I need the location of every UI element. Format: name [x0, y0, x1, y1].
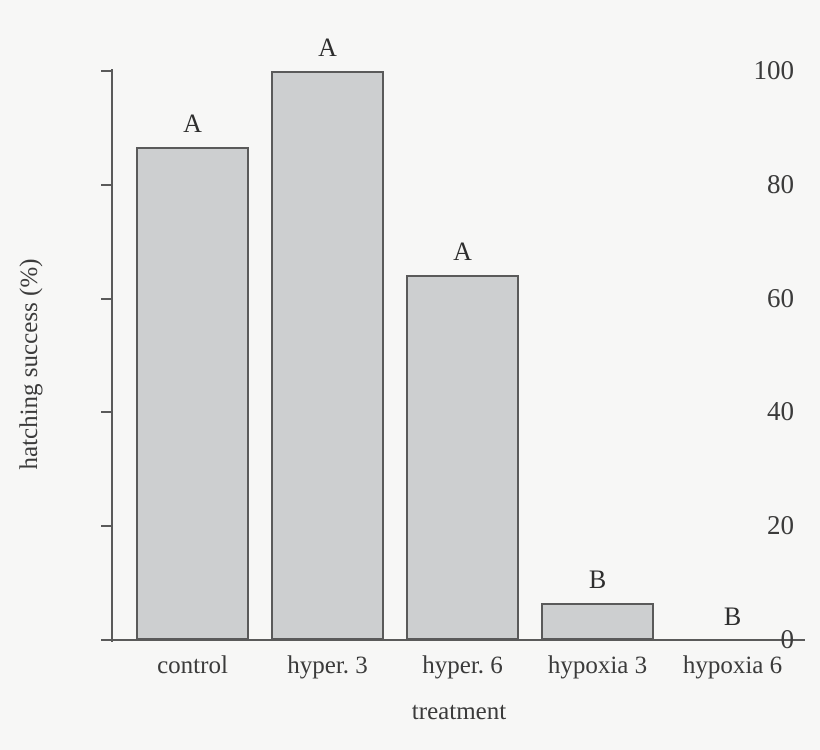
y-axis-tick-label: 0: [780, 624, 795, 654]
y-axis-tick-label: 100: [753, 55, 795, 85]
bar-hypoxia-3: [541, 603, 654, 640]
x-axis-tick-label: hypoxia 3: [547, 652, 648, 679]
x-axis-tick-label: hyper. 3: [287, 652, 368, 679]
significance-letter: B: [723, 602, 742, 631]
y-axis-label: hatching success (%): [16, 258, 43, 470]
x-axis-tick-label: control: [157, 652, 228, 679]
y-axis-tick-label: 40: [767, 396, 794, 427]
significance-letter: A: [183, 109, 202, 139]
y-axis-tick-label: 80: [767, 168, 794, 199]
y-axis-tick: [101, 639, 112, 641]
bar-hyper-6: [406, 275, 519, 640]
y-axis-tick: [101, 297, 112, 300]
y-axis-tick: [101, 70, 112, 72]
y-axis-tick-label: 20: [767, 510, 794, 541]
y-axis-tick: [101, 525, 112, 528]
x-axis-label: treatment: [411, 698, 507, 725]
bar-hyper-3: [271, 71, 384, 640]
significance-letter: A: [453, 237, 472, 267]
y-axis-line: [111, 69, 113, 642]
y-axis-tick: [101, 183, 112, 186]
x-axis-tick-label: hypoxia 6: [682, 652, 783, 679]
y-axis-tick-label: 60: [767, 282, 794, 313]
bar-control: [136, 147, 249, 640]
significance-letter: A: [318, 33, 337, 62]
x-axis-tick-label: hyper. 6: [422, 652, 503, 679]
x-axis-line: [111, 639, 805, 641]
significance-letter: B: [588, 565, 607, 594]
y-axis-tick: [101, 411, 112, 414]
